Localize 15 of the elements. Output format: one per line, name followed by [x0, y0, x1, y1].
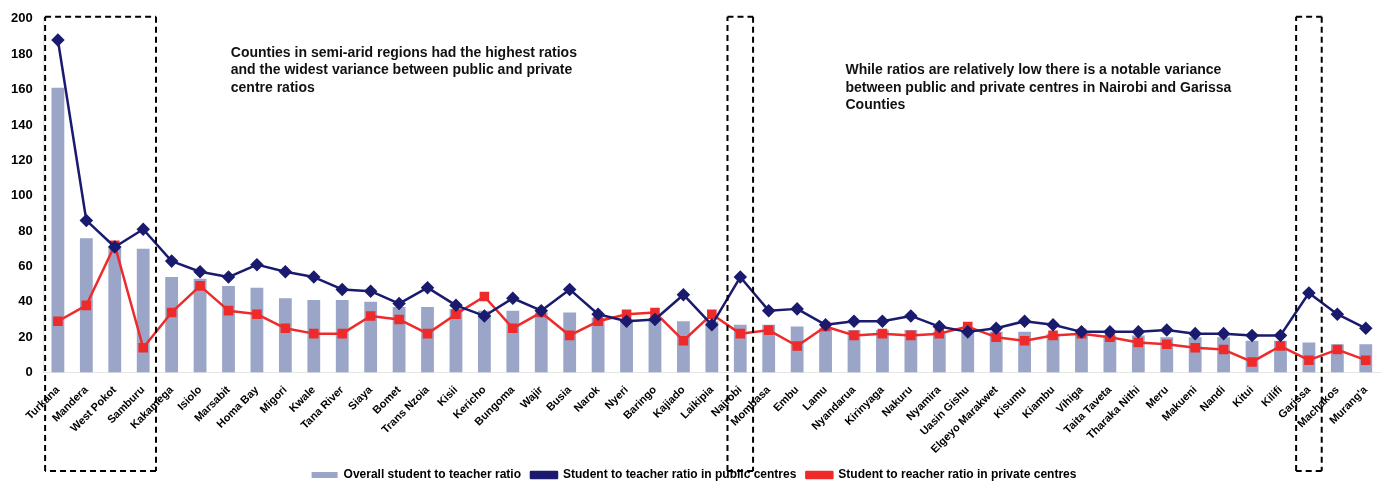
legend-label: Student to reacher ratio in private centres: [838, 467, 1077, 482]
y-tick-label: 60: [18, 258, 33, 273]
y-tick-label: 160: [10, 81, 33, 97]
y-tick-label: 20: [18, 328, 33, 344]
y-tick-label: 140: [10, 116, 33, 132]
y-tick-label: 200: [10, 10, 33, 26]
annotation: Counties in semi-arid regions had the highest ratios and the widest variance between public and private centre ratios: [230, 43, 578, 97]
legend-label: Overall student to teacher ratio: [343, 467, 521, 482]
annotation: While ratios are relatively low there is a notable variance between public and private centres in Nairobi and Garissa Counties: [845, 61, 1233, 114]
y-tick-label: 100: [10, 187, 33, 203]
y-tick-label: 120: [10, 151, 33, 167]
y-tick-label: 40: [18, 293, 33, 309]
y-tick-label: 0: [25, 364, 33, 380]
y-tick-label: 80: [18, 222, 33, 238]
y-tick-label: 180: [10, 45, 33, 61]
